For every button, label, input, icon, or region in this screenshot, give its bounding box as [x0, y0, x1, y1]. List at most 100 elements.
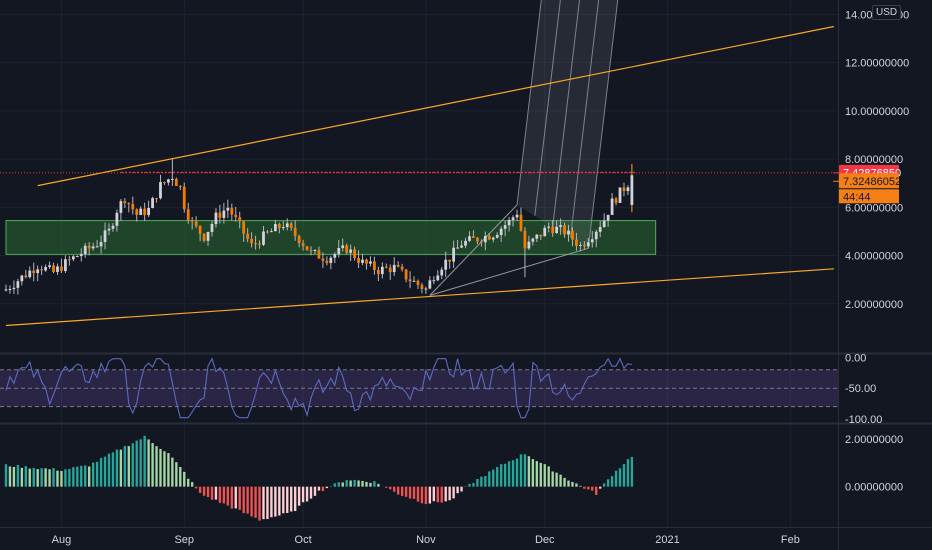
candle	[246, 228, 250, 243]
candle-body	[210, 224, 214, 232]
pitchfork-fill	[517, 0, 618, 249]
candle	[460, 240, 463, 249]
candle	[40, 265, 44, 276]
currency-label[interactable]: USD	[872, 5, 902, 20]
candle-body	[448, 259, 452, 262]
candle-body	[254, 243, 257, 245]
candle	[400, 263, 404, 272]
candle-body	[487, 235, 491, 240]
price-tick-label: 12.00000000	[845, 58, 909, 70]
candle	[151, 196, 154, 209]
candle	[325, 256, 329, 266]
pitchfork-handle	[429, 247, 589, 296]
candle-body	[178, 185, 182, 187]
candle-body	[373, 261, 376, 271]
candle	[582, 241, 586, 250]
candle-body	[610, 198, 614, 215]
candle	[337, 239, 341, 258]
candle-body	[95, 246, 99, 248]
candle	[380, 262, 384, 279]
candle-body	[123, 201, 127, 204]
candle	[345, 243, 349, 254]
price-pane[interactable]	[0, 0, 838, 327]
candle	[234, 206, 238, 222]
pitchfork-line	[587, 0, 619, 249]
candle-body	[91, 246, 95, 249]
candle	[170, 159, 174, 187]
candle	[91, 242, 95, 251]
candle	[543, 225, 547, 237]
candle	[444, 251, 448, 278]
candle-body	[392, 264, 396, 273]
candle-body	[75, 256, 79, 258]
candle-body	[626, 187, 630, 192]
candle-body	[12, 287, 16, 290]
candle-body	[424, 288, 428, 290]
candle-body	[167, 179, 170, 183]
candle-body	[317, 250, 321, 259]
candle-body	[444, 259, 448, 270]
candle	[392, 257, 396, 276]
candle	[408, 271, 412, 289]
candle-body	[515, 214, 519, 218]
candle-body	[234, 214, 238, 218]
candle-body	[543, 227, 547, 237]
candle-body	[321, 258, 325, 261]
candle	[353, 246, 356, 261]
candle-body	[618, 187, 622, 203]
candle	[52, 262, 55, 274]
candle-body	[87, 245, 91, 249]
macd-pane[interactable]	[4, 435, 634, 521]
candle-body	[24, 275, 28, 278]
time-tick-label: Dec	[535, 534, 555, 546]
candle-body	[452, 247, 456, 262]
candle-body	[71, 256, 75, 260]
candle-body	[289, 223, 293, 228]
candle	[60, 258, 63, 273]
candle	[472, 230, 475, 239]
candle	[349, 244, 353, 261]
candle-body	[531, 238, 535, 242]
candle	[440, 267, 444, 280]
candle	[590, 230, 594, 248]
rsi-tick-label: 0.00	[845, 352, 866, 364]
candle	[64, 255, 67, 273]
candle	[369, 256, 372, 267]
time-axis[interactable]: Aug Sep Oct Nov Dec 2021 Feb	[52, 534, 800, 546]
candle-body	[67, 259, 71, 261]
rsi-pane[interactable]	[0, 357, 838, 419]
candle	[468, 231, 471, 243]
candle	[8, 285, 12, 294]
candle-body	[396, 264, 400, 267]
candle-body	[464, 240, 467, 246]
candle-body	[147, 208, 150, 216]
candle	[75, 255, 79, 258]
candle	[384, 263, 388, 269]
candle	[293, 220, 297, 241]
candle	[182, 182, 186, 213]
price-axis[interactable]: 2.00000000 4.00000000 6.00000000 8.00000000…	[845, 9, 909, 493]
candle-body	[376, 270, 380, 275]
candle	[618, 187, 622, 204]
candle-body	[563, 225, 566, 235]
candle-body	[301, 243, 305, 247]
candle-body	[420, 284, 424, 289]
candle	[515, 209, 519, 222]
candle-body	[483, 235, 487, 243]
candle	[4, 284, 8, 292]
candle	[111, 223, 115, 232]
candle-body	[226, 207, 230, 211]
candle	[483, 231, 487, 251]
candle	[115, 209, 119, 232]
candle-body	[262, 231, 265, 245]
candle	[266, 230, 269, 234]
candle	[16, 278, 20, 295]
candle-body	[511, 217, 515, 220]
candle-body	[79, 254, 83, 257]
candle	[56, 263, 59, 275]
candle	[559, 218, 562, 235]
candle	[428, 276, 432, 290]
